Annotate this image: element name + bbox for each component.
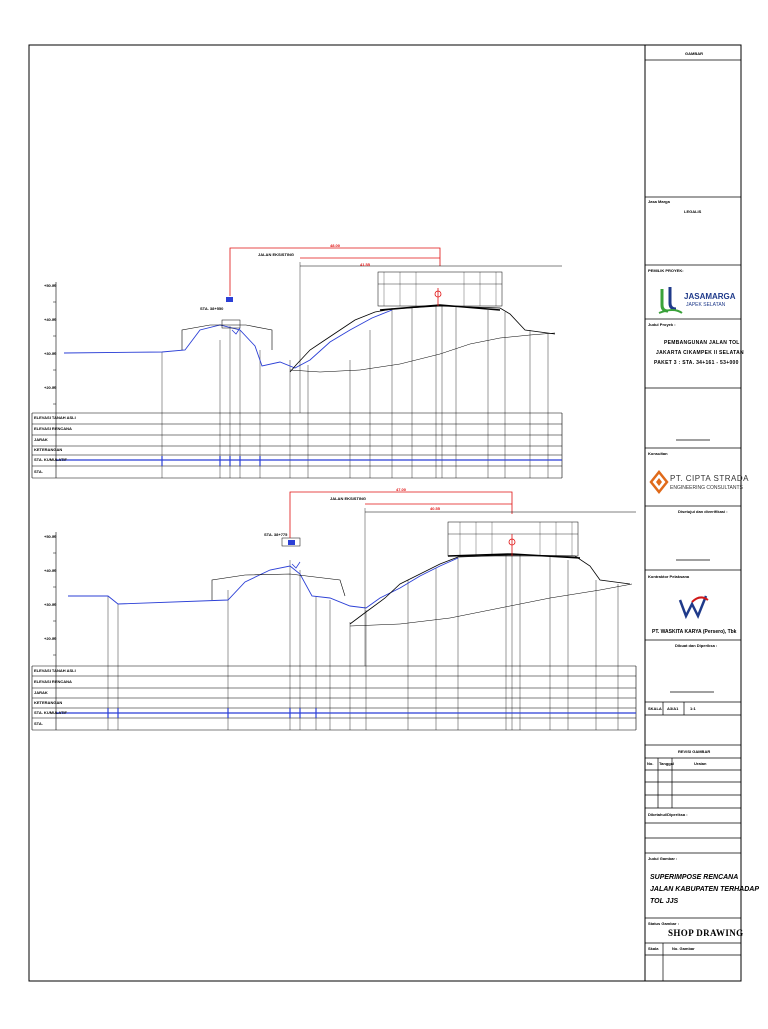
checked-label: Dibuat dan Diperiksa : <box>675 643 718 648</box>
scale-cell-3: 1:1 <box>690 706 696 711</box>
section-2-row-label: STA. KUMULATIF <box>34 710 67 715</box>
section-2-elev-tick: +50.00 <box>44 534 57 539</box>
section-2-dim-red: 47.00 <box>396 487 407 492</box>
consultant-label: Konsultan <box>648 451 668 456</box>
section-2-row-label: ELEVASI RENCANA <box>34 679 72 684</box>
section-1-row-label: STA. KUMULATIF <box>34 457 67 462</box>
section-1-row-label: JARAK <box>34 437 48 442</box>
section-2-dim-label: JALAN EKSISTING <box>330 496 367 501</box>
section-1-row-label: ELEVASI TANAH ASLI <box>34 415 76 420</box>
section-1-elev-tick: +30.00 <box>44 351 57 356</box>
revision-header-no: No. <box>647 761 654 766</box>
revision-title: REVISI GAMBAR <box>678 749 711 754</box>
drawing-status: SHOP DRAWING <box>668 928 744 938</box>
section-1-elev-tick: +20.00 <box>44 385 57 390</box>
cipta-strada-logo <box>649 469 669 495</box>
section-1-dim-red-2: 41.55 <box>360 262 371 267</box>
section-2-row-label: ELEVASI TANAH ASLI <box>34 668 76 673</box>
revision-header-desc: Uraian <box>694 761 707 766</box>
sheet-border <box>28 44 742 982</box>
footer-scale: Skala <box>648 946 659 951</box>
section-1-elev-tick: +40.00 <box>44 317 57 322</box>
jasamarga-logo-sub: JAPEK SELATAN <box>686 302 726 308</box>
jasamarga-logo-name: JASAMARGA <box>684 292 736 301</box>
owner-value: LEGALIS <box>684 209 702 214</box>
revision-header-date: Tanggal <box>659 761 675 766</box>
scale-cell-2: A3/A1 <box>667 706 679 711</box>
cross-section-1 <box>31 247 563 479</box>
section-1-elev-tick: +50.00 <box>44 283 57 288</box>
owner-label: Jasa Marga <box>648 199 670 204</box>
approved-label: Disetujui dan diverifikasi : <box>678 509 728 514</box>
drawing-title-line-2: JALAN KABUPATEN TERHADAP <box>650 886 760 893</box>
project-line-3: PAKET 3 : STA. 34+161 - 53+000 <box>654 360 739 366</box>
section-1-row-label: ELEVASI RENCANA <box>34 426 72 431</box>
drawing-status-label: Status Gambar : <box>648 921 679 926</box>
section-2-label: STA. 38+775 <box>264 532 288 537</box>
section-2-elev-tick: +30.00 <box>44 602 57 607</box>
checked-by-label: Diketahui/Diperiksa : <box>648 812 688 817</box>
section-1-label: STA. 38+550 <box>200 306 224 311</box>
section-2-row-label: KETERANGAN <box>34 700 63 705</box>
section-2-elev-tick: +20.00 <box>44 636 57 641</box>
header-code: GAMBAR <box>685 51 703 56</box>
contractor-name: PT. WASKITA KARYA (Persero), Tbk <box>652 629 737 635</box>
title-block-rules <box>645 59 741 981</box>
waskita-logo <box>678 595 709 620</box>
consultant-logo-sub: ENGINEERING CONSULTANTS <box>670 485 743 491</box>
project-line-1: PEMBANGUNAN JALAN TOL <box>664 340 740 346</box>
company-label: PEMILIK PROYEK: <box>648 268 684 273</box>
section-2-dim-red-2: 40.55 <box>430 506 441 511</box>
jasamarga-logo <box>658 287 683 314</box>
scale-cell-1: SKALA <box>648 706 662 711</box>
project-label: Judul Proyek : <box>648 322 676 327</box>
contractor-label: Kontraktor Pelaksana <box>648 574 690 579</box>
section-1-row-label: STA. <box>34 469 43 474</box>
section-1-dim-red: 48.00 <box>330 243 341 248</box>
drawing-title-line-3: TOL JJS <box>650 898 679 905</box>
section-1-row-label: KETERANGAN <box>34 447 63 452</box>
section-2-elev-tick: +40.00 <box>44 568 57 573</box>
section-1-dim-label: JALAN EKSISTING <box>258 252 295 257</box>
cross-section-2 <box>31 491 637 731</box>
drawing-title-line-1: SUPERIMPOSE RENCANA <box>650 874 739 881</box>
drawing-title-label: Judul Gambar : <box>648 856 678 861</box>
consultant-logo-name: PT. CIPTA STRADA <box>670 474 749 483</box>
section-2-row-label: STA. <box>34 721 43 726</box>
footer-drawing-no: No. Gambar <box>672 946 695 951</box>
section-2-row-label: JARAK <box>34 690 48 695</box>
project-line-2: JAKARTA CIKAMPEK II SELATAN <box>656 350 744 356</box>
